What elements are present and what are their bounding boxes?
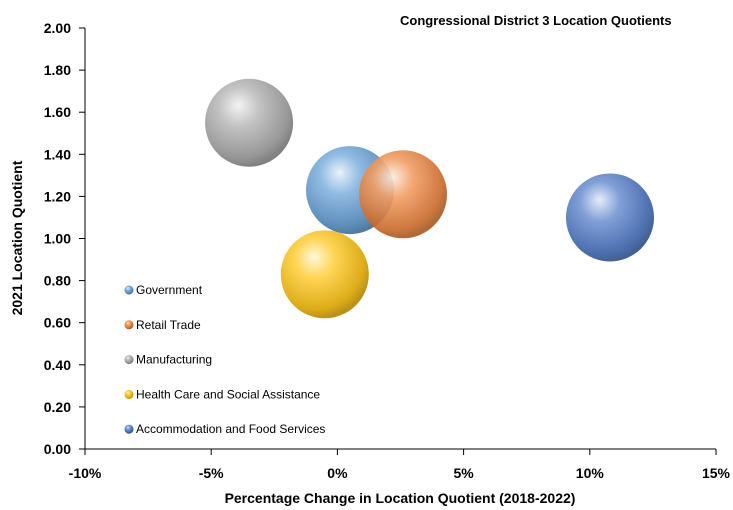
- x-tick-label: -5%: [199, 465, 224, 481]
- bubble-retail-trade: [359, 150, 448, 239]
- y-axis-title: 2021 Location Quotient: [9, 160, 25, 315]
- y-tick-label: 0.80: [44, 273, 71, 289]
- legend-marker: [124, 389, 134, 399]
- chart-title: Congressional District 3 Location Quotie…: [400, 13, 672, 28]
- legend-marker: [124, 285, 134, 295]
- y-tick-label: 0.00: [44, 441, 71, 457]
- bubble-accommodation-and-food-services: [565, 173, 654, 262]
- y-tick-label: 1.40: [44, 146, 71, 162]
- x-tick-label: 15%: [702, 465, 731, 481]
- x-tick-label: 0%: [327, 465, 348, 481]
- x-axis-title: Percentage Change in Location Quotient (…: [225, 490, 576, 506]
- y-tick-label: 1.20: [44, 188, 71, 204]
- bubble-manufacturing: [205, 78, 294, 167]
- x-tick-label: 5%: [453, 465, 474, 481]
- x-tick-label: 10%: [576, 465, 605, 481]
- legend-label: Health Care and Social Assistance: [136, 387, 320, 401]
- y-tick-label: 1.60: [44, 104, 71, 120]
- legend-label: Government: [136, 283, 203, 297]
- y-tick-label: 2.00: [44, 20, 71, 36]
- x-tick-label: -10%: [69, 465, 102, 481]
- bubble-health-care-and-social-assistance: [280, 230, 369, 319]
- legend-marker: [124, 355, 134, 365]
- y-tick-label: 0.60: [44, 315, 71, 331]
- y-tick-label: 1.80: [44, 62, 71, 78]
- y-tick-label: 0.40: [44, 357, 71, 373]
- legend-label: Retail Trade: [136, 318, 201, 332]
- y-tick-label: 0.20: [44, 399, 71, 415]
- legend-marker: [124, 320, 134, 330]
- legend: Government Retail Trade Manufacturing Healt…: [124, 283, 325, 436]
- bubble-layer: [205, 78, 654, 319]
- legend-marker: [124, 424, 134, 434]
- legend-label: Manufacturing: [136, 353, 212, 367]
- x-tick-labels: -10% -5% 0% 5% 10% 15%: [69, 449, 731, 481]
- y-tick-label: 1.00: [44, 231, 71, 247]
- legend-label: Accommodation and Food Services: [136, 422, 325, 436]
- y-tick-labels: 0.00 0.20 0.40 0.60 0.80 1.00 1.20 1.40 1.60 1.80…: [44, 20, 85, 457]
